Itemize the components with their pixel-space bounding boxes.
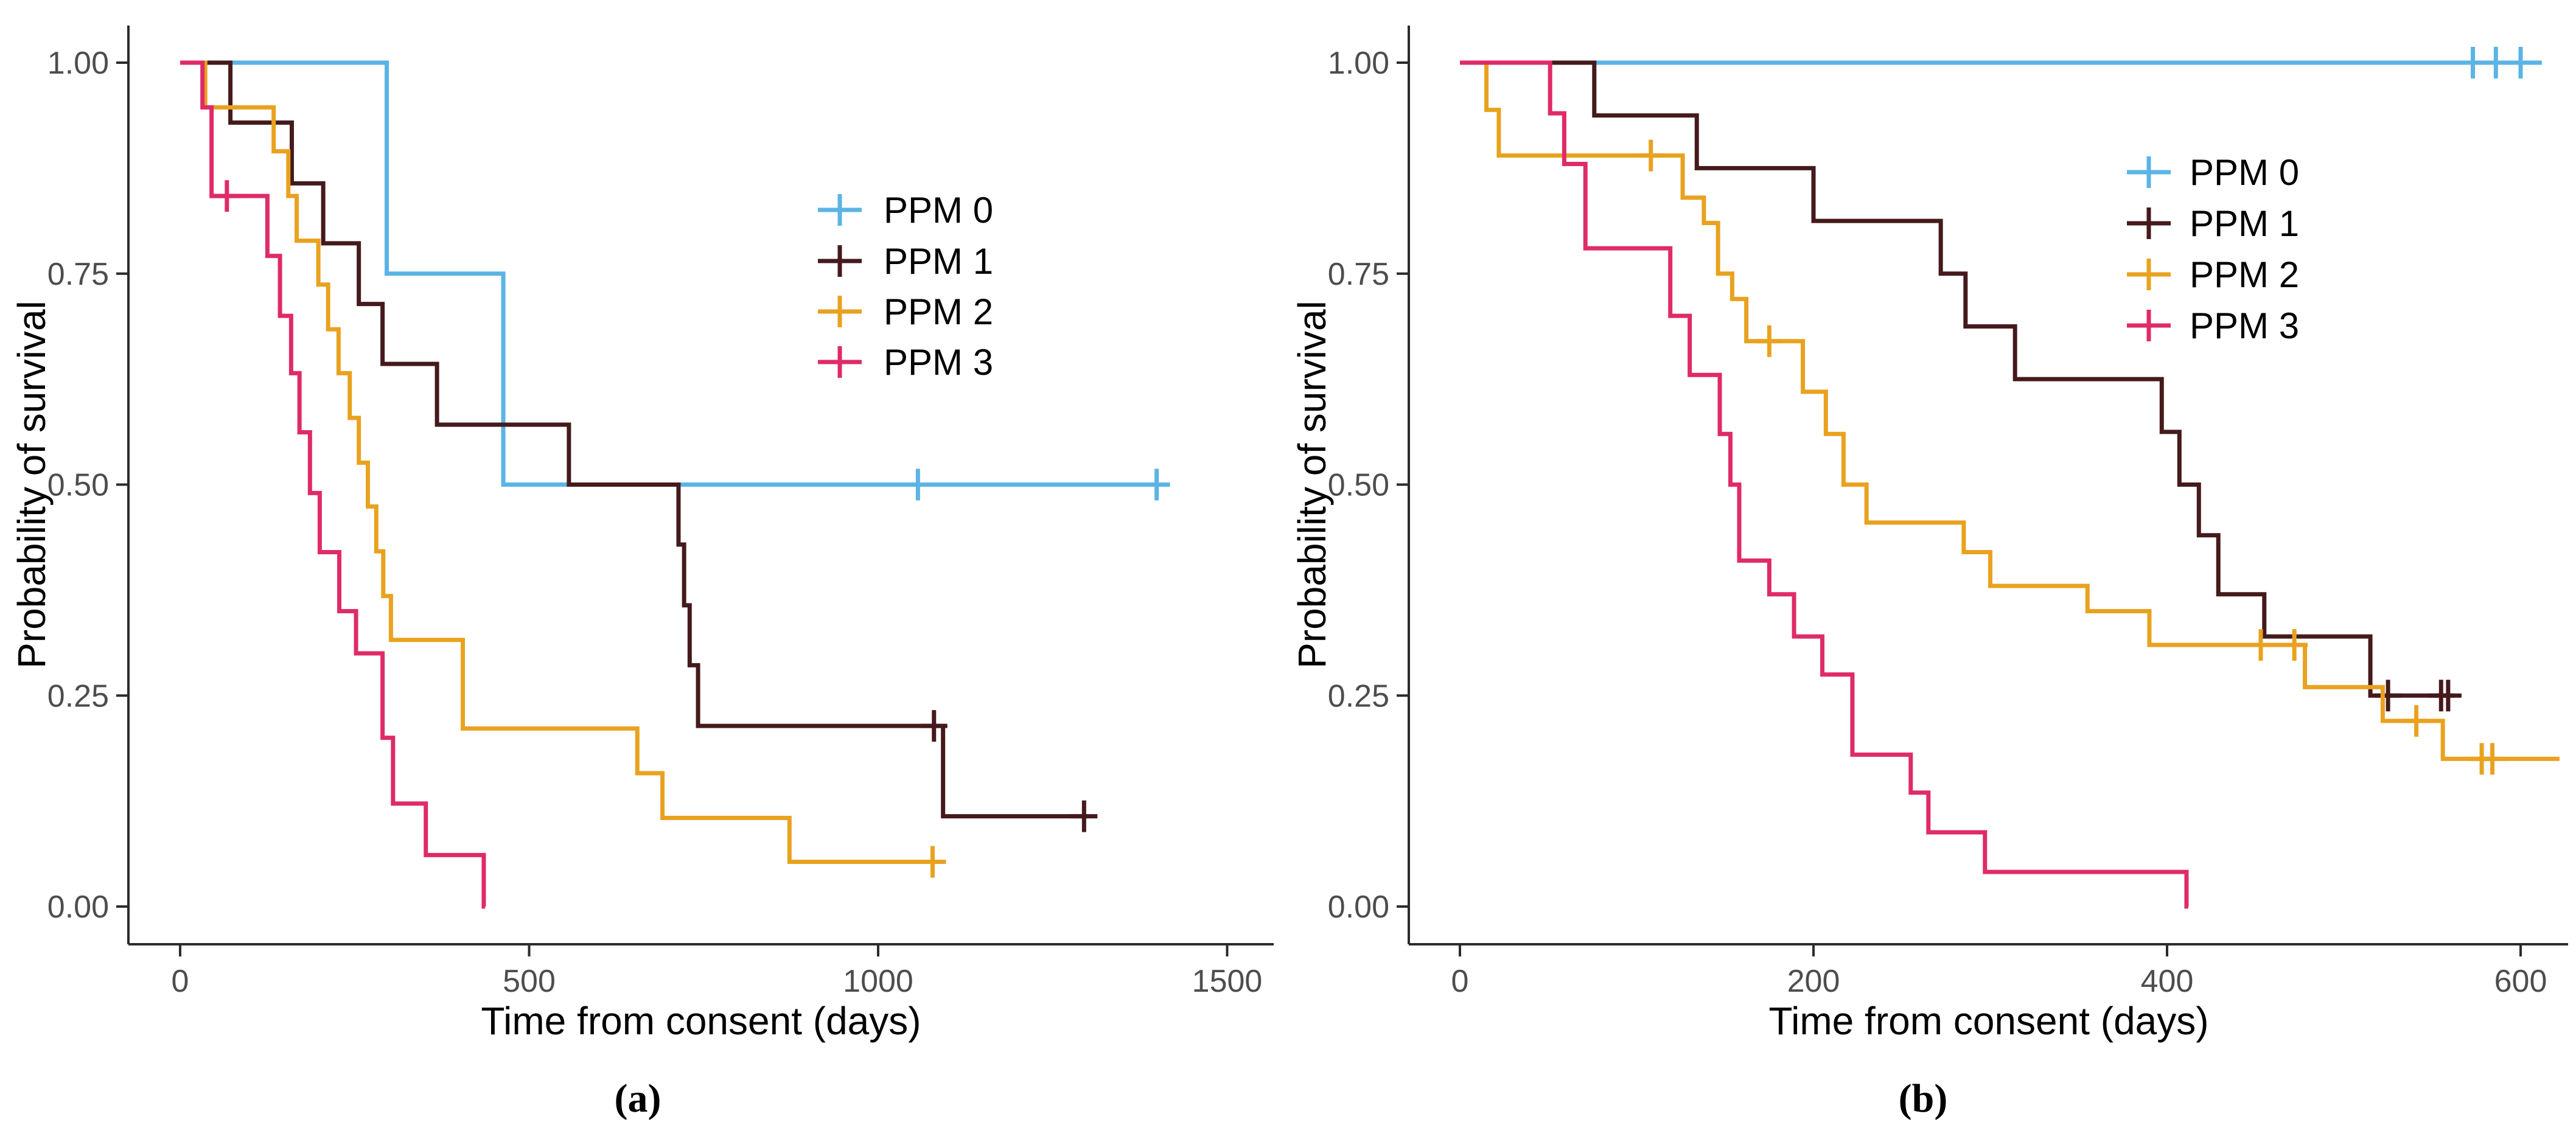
panel-a-caption: (a) <box>614 1076 661 1121</box>
legend-label-a: PPM 3 <box>884 342 993 383</box>
curve-ppm1-a <box>180 60 1088 819</box>
legend-label-a: PPM 2 <box>884 291 993 332</box>
y-axis-title-a: Probability of survival <box>10 301 54 669</box>
curve-ppm1-b <box>1460 60 2450 698</box>
y-tick-label-a: 0.75 <box>47 257 109 292</box>
y-tick-label-b: 1.00 <box>1328 46 1389 81</box>
y-tick-label-b: 0.00 <box>1328 890 1389 925</box>
x-tick-label-b: 0 <box>1451 964 1469 999</box>
panel-b-caption: (b) <box>1898 1076 1948 1121</box>
legend-label-b: PPM 3 <box>2190 305 2299 346</box>
y-tick-label-a: 0.25 <box>47 678 109 714</box>
curve-ppm3-a <box>180 60 486 909</box>
legend-label-b: PPM 2 <box>2190 254 2299 295</box>
x-tick-label-b: 200 <box>1787 964 1840 999</box>
curve-ppm2-b <box>1460 60 2560 761</box>
x-tick-label-a: 1500 <box>1192 964 1263 999</box>
curve-ppm3-b <box>1460 60 2189 909</box>
y-tick-label-b: 0.75 <box>1328 257 1389 292</box>
legend-label-a: PPM 0 <box>884 190 993 231</box>
x-tick-label-a: 1000 <box>843 964 913 999</box>
y-tick-label-b: 0.50 <box>1328 468 1389 503</box>
y-tick-label-a: 0.50 <box>47 468 109 503</box>
x-axis-title-b: Time from consent (days) <box>1768 999 2208 1043</box>
y-tick-label-a: 0.00 <box>47 890 109 925</box>
y-tick-label-b: 0.25 <box>1328 678 1389 714</box>
curve-ppm2-a <box>180 60 933 864</box>
x-tick-label-b: 600 <box>2494 964 2547 999</box>
legend-label-a: PPM 1 <box>884 241 993 282</box>
x-axis-title-a: Time from consent (days) <box>481 999 921 1043</box>
legend-label-b: PPM 1 <box>2190 203 2299 244</box>
x-tick-label-a: 500 <box>503 964 556 999</box>
legend-label-b: PPM 0 <box>2190 152 2299 193</box>
y-axis-title-b: Probability of survival <box>1290 301 1334 669</box>
y-tick-label-a: 1.00 <box>47 46 109 81</box>
curve-ppm0-a <box>180 60 1162 487</box>
x-tick-label-b: 400 <box>2141 964 2194 999</box>
x-tick-label-a: 0 <box>172 964 189 999</box>
